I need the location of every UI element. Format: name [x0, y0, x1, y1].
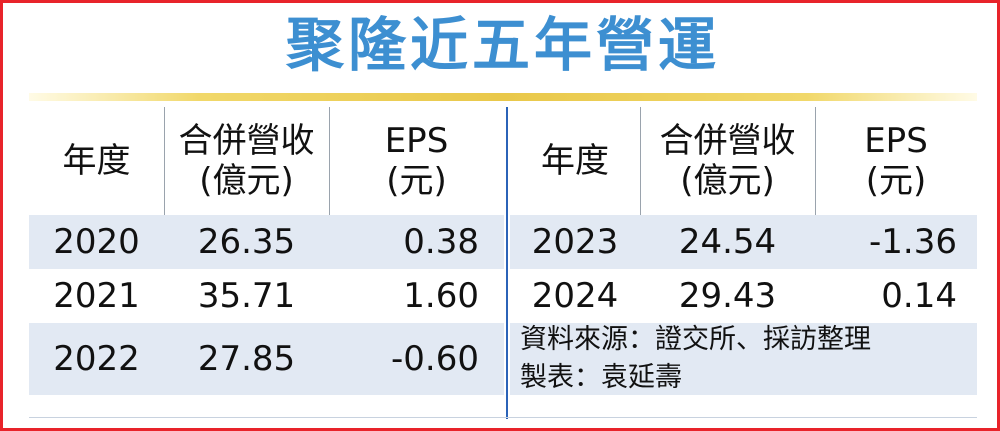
cell-revenue: 35.71: [197, 276, 296, 316]
cell-year: 2022: [53, 339, 140, 379]
title-divider: [29, 93, 977, 101]
table-bottom-rule: [29, 417, 977, 418]
header-eps: EPS (元): [815, 121, 977, 201]
table-row: 2024 29.43 0.14: [510, 269, 977, 323]
cell-eps: 0.38: [403, 222, 479, 262]
source-note-row: 資料來源：證交所、採訪整理 製表：袁延壽: [510, 323, 977, 395]
cell-eps: -1.36: [869, 222, 957, 262]
header-eps-label: EPS: [864, 121, 928, 161]
maker-text: 製表：袁延壽: [520, 362, 682, 393]
page-title: 聚隆近五年營運: [285, 11, 720, 79]
table-row: 2021 35.71 1.60: [29, 269, 504, 323]
table-header: 年度 合併營收 (億元) EPS (元): [510, 107, 977, 215]
column-divider: [640, 107, 641, 215]
header-year: 年度: [541, 141, 609, 181]
header-revenue: 合併營收 (億元): [640, 121, 815, 201]
cell-revenue: 29.43: [678, 276, 777, 316]
cell-year: 2020: [53, 222, 140, 262]
cell-eps: 0.14: [881, 276, 957, 316]
source-text: 資料來源：證交所、採訪整理: [520, 324, 871, 355]
source-note: 資料來源：證交所、採訪整理 製表：袁延壽: [520, 321, 871, 397]
column-divider: [815, 107, 816, 215]
table-row: 2022 27.85 -0.60: [29, 323, 504, 395]
cell-revenue: 24.54: [678, 222, 777, 262]
column-divider: [164, 107, 165, 215]
cell-eps: -0.60: [391, 339, 479, 379]
header-eps-unit: (元): [386, 161, 447, 201]
center-divider: [506, 107, 508, 419]
table-row: 2023 24.54 -1.36: [510, 215, 977, 269]
header-eps-label: EPS: [384, 121, 449, 161]
header-revenue-unit: (億元): [199, 161, 294, 201]
table-header: 年度 合併營收 (億元) EPS (元): [29, 107, 504, 215]
header-revenue-label: 合併營收: [659, 121, 796, 161]
header-eps: EPS (元): [329, 121, 504, 201]
header-revenue-label: 合併營收: [178, 121, 315, 161]
cell-eps: 1.60: [403, 276, 479, 316]
cell-year: 2021: [53, 276, 140, 316]
header-eps-unit: (元): [865, 161, 927, 201]
column-divider: [329, 107, 330, 215]
cell-revenue: 27.85: [197, 339, 296, 379]
table-row: 2020 26.35 0.38: [29, 215, 504, 269]
cell-year: 2023: [531, 222, 619, 262]
cell-year: 2024: [531, 276, 619, 316]
cell-revenue: 26.35: [197, 222, 296, 262]
header-revenue-unit: (億元): [680, 161, 775, 201]
header-year: 年度: [62, 141, 131, 181]
right-table: 年度 合併營收 (億元) EPS (元) 2023 24.54 -1.36 20…: [510, 107, 977, 395]
left-table: 年度 合併營收 (億元) EPS (元) 2020 26.35 0.38 202…: [29, 107, 504, 395]
header-revenue: 合併營收 (億元): [164, 121, 329, 201]
